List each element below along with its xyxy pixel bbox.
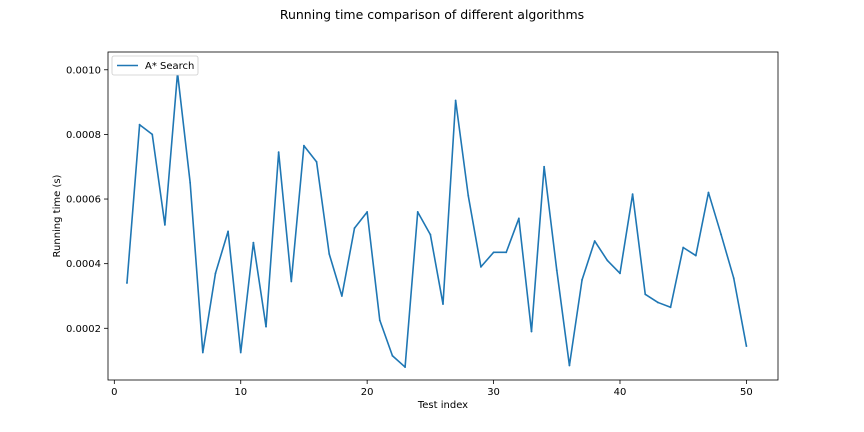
data-point: [303, 144, 305, 147]
y-tick-label: 0.0004: [66, 259, 101, 270]
legend-box: [111, 55, 199, 76]
data-point: [138, 123, 141, 126]
y-tick-label: 0.0010: [66, 65, 101, 76]
series-line-0: [126, 72, 748, 368]
data-point: [340, 295, 343, 297]
data-point: [467, 194, 470, 197]
data-point: [404, 366, 406, 368]
data-point: [694, 254, 697, 257]
legend: A* Search: [111, 55, 199, 76]
plot-frame: [107, 51, 779, 381]
data-point: [454, 99, 457, 102]
data-point: [265, 325, 267, 328]
data-point: [707, 191, 710, 194]
data-point: [429, 233, 432, 236]
data-point: [657, 301, 659, 304]
data-point: [315, 160, 318, 163]
x-tick-label: 40: [614, 387, 627, 398]
data-point: [745, 345, 748, 347]
data-point: [606, 259, 609, 262]
data-point: [353, 227, 356, 230]
legend-label: A* Search: [145, 61, 194, 72]
data-point: [530, 330, 533, 333]
data-point: [517, 217, 520, 220]
data-point: [442, 303, 444, 305]
data-point: [163, 223, 166, 226]
data-point: [189, 181, 192, 184]
data-point: [328, 253, 331, 255]
x-tick-label: 30: [487, 387, 500, 398]
data-point: [568, 364, 571, 367]
data-point: [480, 266, 482, 268]
y-tick-label: 0.0008: [66, 130, 101, 141]
y-axis-label: Running time (s): [52, 174, 63, 257]
data-point: [227, 230, 229, 233]
data-point: [252, 241, 255, 244]
data-point: [416, 211, 419, 213]
data-point: [492, 251, 495, 254]
data-point: [378, 319, 381, 322]
data-point: [720, 233, 723, 236]
data-point: [543, 165, 546, 168]
data-point: [201, 351, 204, 354]
data-point: [644, 293, 647, 296]
chart-title: Running time comparison of different alg…: [280, 7, 584, 22]
x-axis-label: Test index: [417, 400, 468, 411]
y-axis-ticks: 0.0002 0.0004 0.0006 0.0008 0.0010: [66, 65, 108, 335]
x-axis-ticks: 0 10 20 30 40 50: [111, 380, 753, 398]
data-point: [290, 280, 293, 283]
x-tick-label: 20: [361, 387, 374, 398]
data-point: [391, 354, 394, 357]
y-tick-label: 0.0002: [66, 324, 101, 335]
data-point: [151, 133, 154, 136]
data-point: [555, 269, 558, 272]
data-point: [669, 306, 672, 309]
data-point: [631, 193, 634, 196]
data-point: [593, 240, 596, 242]
data-point: [126, 282, 128, 284]
data-point: [505, 251, 508, 254]
data-point: [277, 151, 280, 154]
data-point: [581, 278, 583, 281]
x-tick-label: 10: [234, 387, 247, 398]
data-point: [214, 272, 217, 275]
x-tick-label: 0: [111, 387, 117, 398]
data-point: [619, 272, 621, 275]
x-tick-label: 50: [740, 387, 753, 398]
data-point: [732, 277, 735, 280]
data-point: [682, 246, 685, 249]
y-tick-label: 0.0006: [66, 195, 101, 206]
data-point: [239, 351, 242, 354]
series-lines: [126, 72, 748, 368]
data-point: [366, 211, 369, 213]
